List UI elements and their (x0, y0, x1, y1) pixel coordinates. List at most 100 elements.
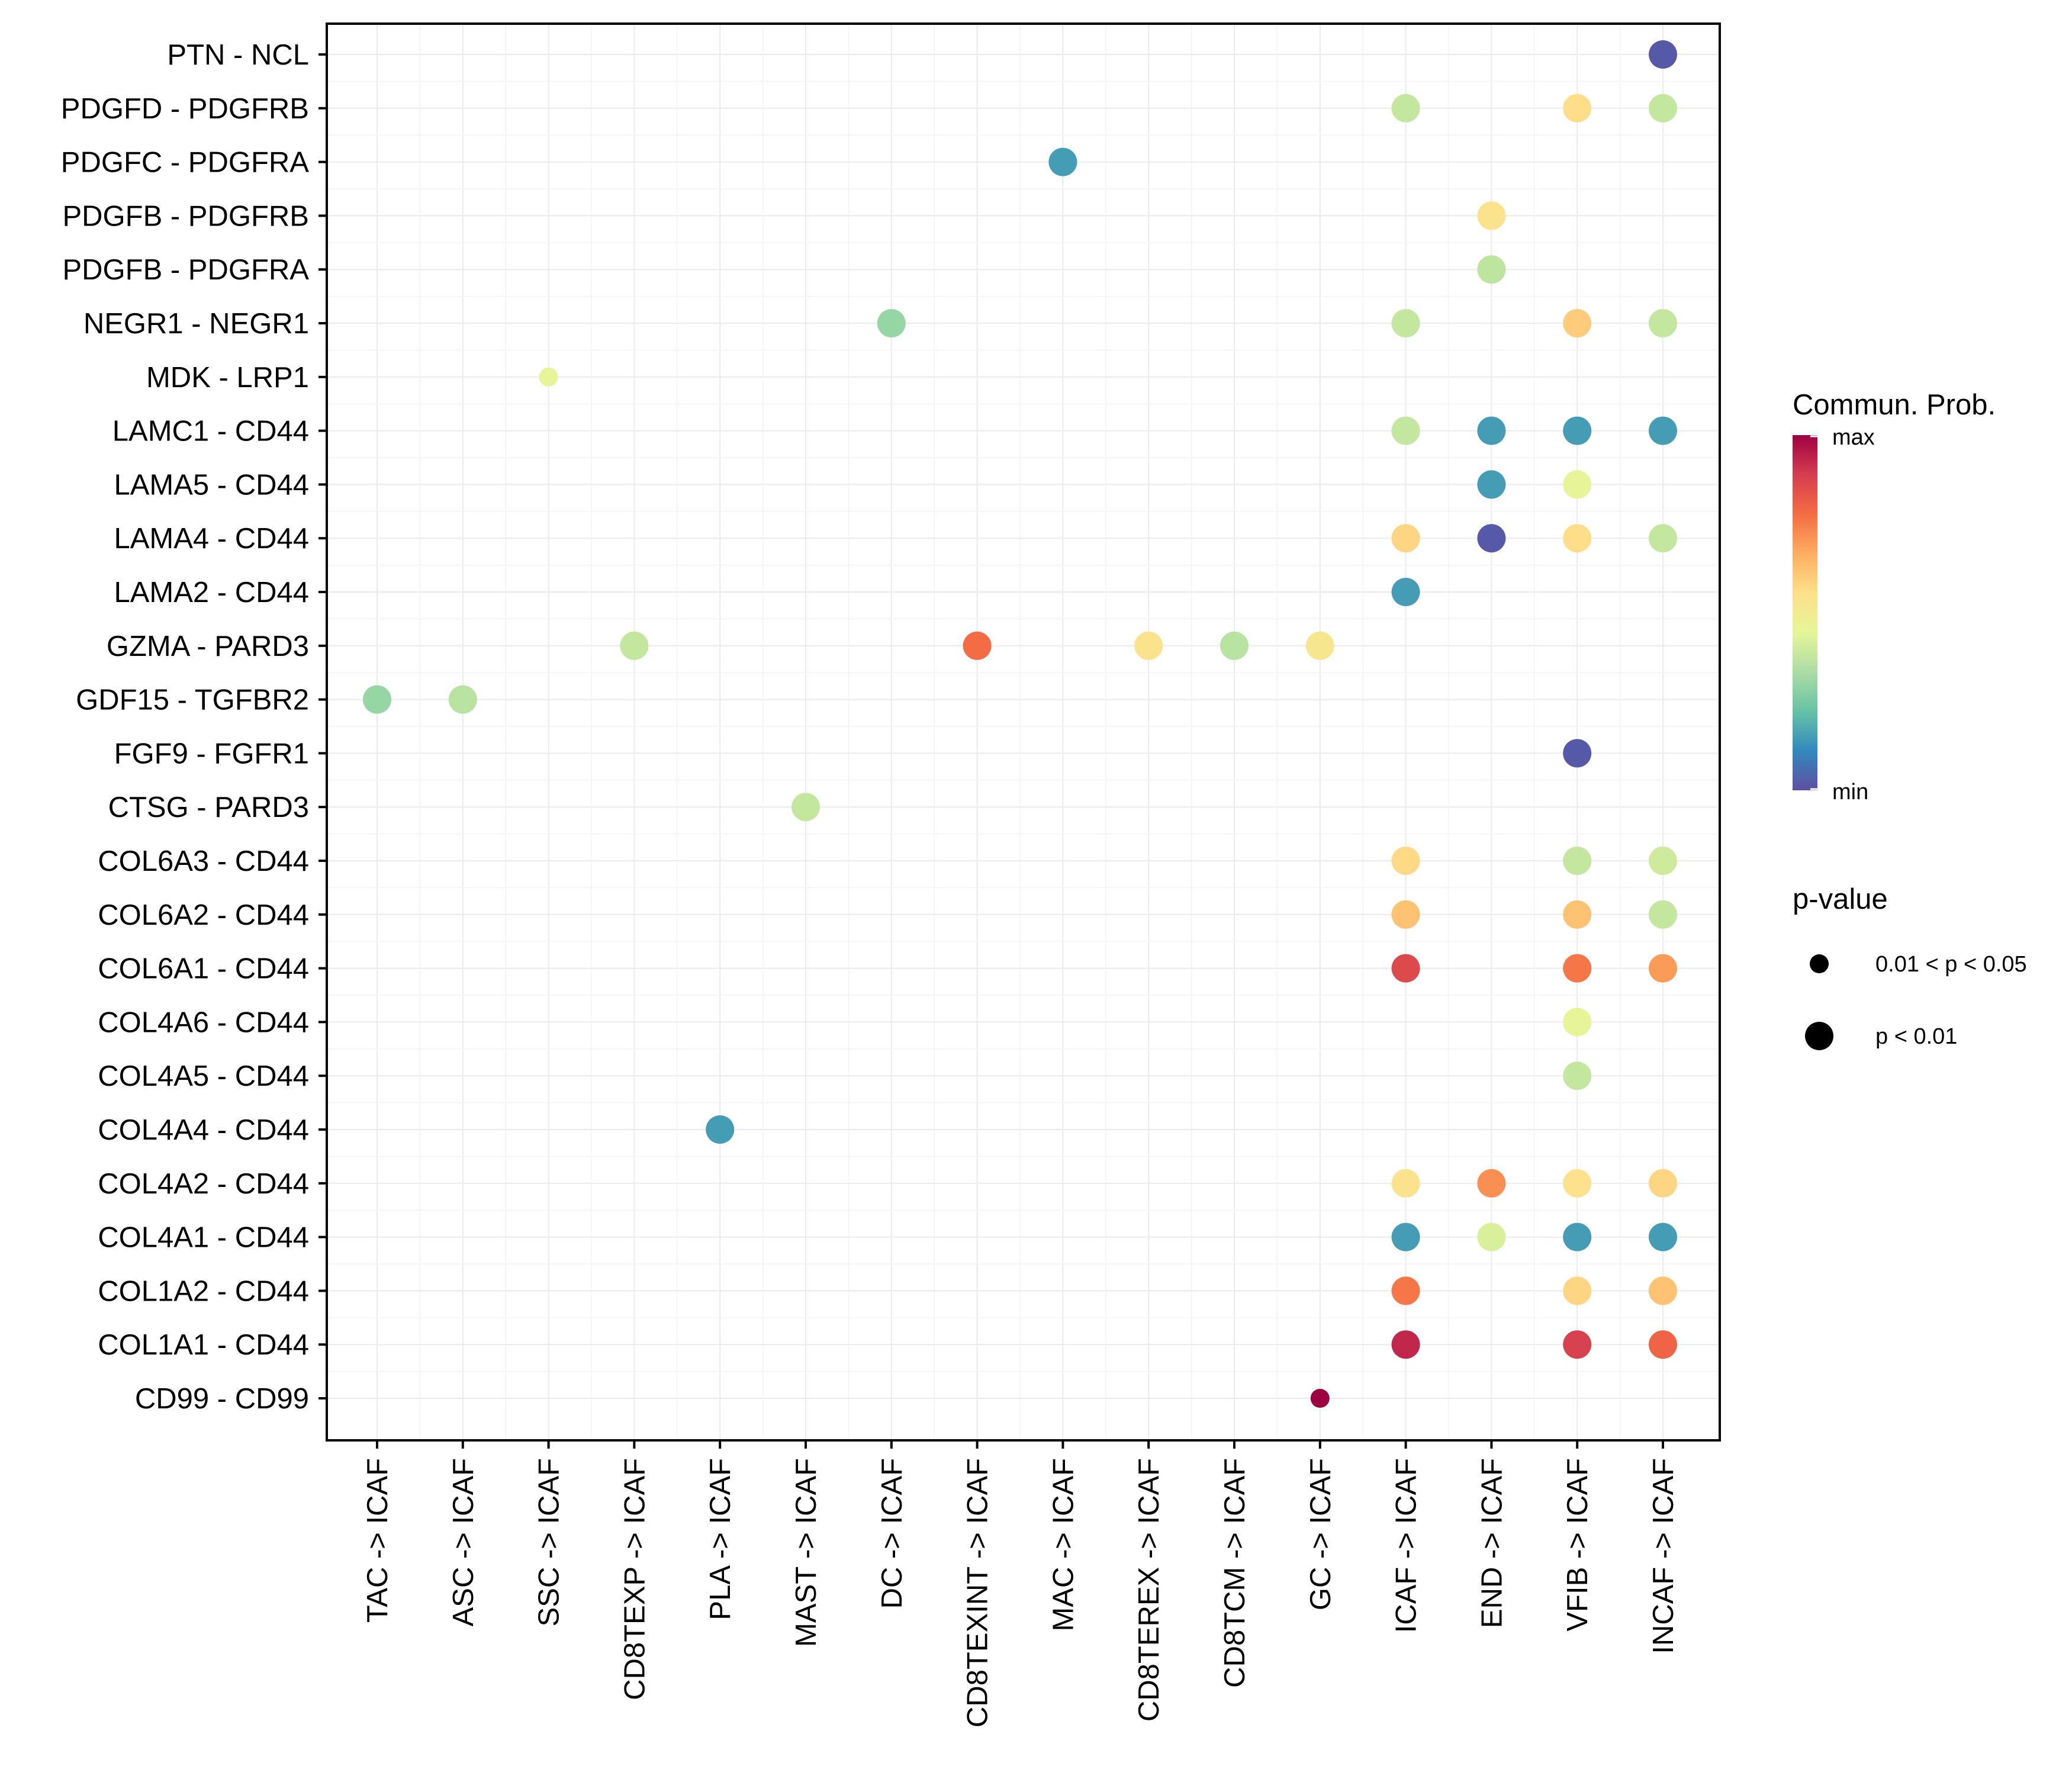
x-tick-label: CD8TEXP -> ICAF (619, 1458, 651, 1700)
data-point (1563, 416, 1592, 445)
data-point (1391, 309, 1420, 337)
data-point (448, 685, 477, 714)
data-point (1477, 416, 1506, 445)
x-tick-label: ASC -> ICAF (448, 1458, 480, 1627)
data-point (1477, 201, 1506, 230)
x-tick-label: CD8TEXINT -> ICAF (962, 1458, 994, 1727)
data-point (706, 1115, 735, 1144)
y-tick-label: COL6A2 - CD44 (98, 899, 309, 931)
data-point (1391, 900, 1420, 929)
y-tick-label: COL1A1 - CD44 (98, 1329, 309, 1361)
data-point (1391, 94, 1420, 123)
data-point (1477, 255, 1506, 284)
data-point (877, 309, 906, 337)
data-point (963, 631, 992, 660)
data-point (1563, 524, 1592, 553)
data-point (1310, 1389, 1330, 1408)
data-point (1391, 1330, 1420, 1359)
data-point (1134, 631, 1163, 660)
y-tick-label: GZMA - PARD3 (107, 630, 309, 662)
y-tick-label: CD99 - CD99 (135, 1383, 309, 1415)
data-point (1305, 631, 1334, 660)
data-point (1649, 94, 1677, 123)
data-point (1649, 847, 1677, 875)
x-tick-label: DC -> ICAF (876, 1458, 908, 1609)
data-point (1563, 847, 1592, 875)
y-tick-label: PDGFB - PDGFRB (62, 200, 309, 232)
x-tick-label: END -> ICAF (1476, 1458, 1508, 1628)
size-legend-large-label: p < 0.01 (1875, 1024, 1957, 1049)
data-point (1649, 416, 1677, 445)
y-tick-label: NEGR1 - NEGR1 (83, 308, 309, 340)
x-tick-label: CD8TCM -> ICAF (1219, 1458, 1251, 1688)
y-tick-label: COL1A2 - CD44 (98, 1275, 309, 1307)
data-point (1477, 470, 1506, 499)
y-tick-label: LAMC1 - CD44 (112, 416, 309, 448)
data-point (1649, 40, 1677, 69)
data-point (539, 367, 558, 387)
data-point (1563, 94, 1592, 123)
y-tick-label: COL4A2 - CD44 (98, 1168, 309, 1200)
y-tick-label: COL6A3 - CD44 (98, 845, 309, 877)
data-point (1563, 900, 1592, 929)
x-tick-label: INCAF -> ICAF (1648, 1458, 1680, 1654)
x-tick-label: VFIB -> ICAF (1562, 1458, 1594, 1632)
size-legend: p-value 0.01 < p < 0.05 p < 0.01 (1793, 883, 2027, 1050)
y-tick-label: CTSG - PARD3 (108, 792, 309, 823)
color-legend: Commun. Prob. max min (1793, 389, 1996, 805)
size-legend-small-dot (1810, 954, 1829, 973)
x-tick-label: GC -> ICAF (1305, 1458, 1337, 1610)
x-tick-label: SSC -> ICAF (533, 1458, 565, 1627)
data-point (1649, 1330, 1677, 1359)
data-point (1563, 1276, 1592, 1305)
x-tick-label: ICAF -> ICAF (1391, 1458, 1423, 1633)
data-point (1391, 1276, 1420, 1305)
data-point (1220, 631, 1249, 660)
data-point (1391, 1222, 1420, 1251)
data-point (792, 793, 820, 822)
data-point (1048, 147, 1077, 176)
data-point (1563, 1061, 1592, 1090)
data-point (1563, 309, 1592, 337)
data-point (1563, 954, 1592, 983)
y-tick-label: COL4A5 - CD44 (98, 1060, 309, 1092)
y-axis-labels: PTN - NCL PDGFD - PDGFRB PDGFC - PDGFRA PDG… (61, 39, 310, 1415)
data-point (1391, 416, 1420, 445)
data-point (1649, 954, 1677, 983)
data-point (620, 631, 649, 660)
data-point (1649, 309, 1677, 337)
data-point (363, 685, 391, 714)
y-tick-label: LAMA4 - CD44 (114, 523, 309, 555)
data-point (1391, 1169, 1420, 1198)
data-point (1391, 524, 1420, 553)
y-tick-label: PTN - NCL (167, 39, 309, 71)
y-tick-label: PDGFB - PDGFRA (62, 254, 309, 286)
y-tick-label: COL4A6 - CD44 (98, 1006, 309, 1038)
y-tick-label: COL4A1 - CD44 (98, 1222, 309, 1254)
y-tick-label: COL4A4 - CD44 (98, 1114, 309, 1146)
data-point (1563, 1222, 1592, 1251)
data-point (1649, 524, 1677, 553)
color-legend-min-label: min (1832, 780, 1868, 805)
data-point (1563, 739, 1592, 768)
data-point (1477, 524, 1506, 553)
data-point (1563, 1330, 1592, 1359)
x-tick-label: CD8TEREX -> ICAF (1133, 1458, 1165, 1722)
y-tick-label: LAMA5 - CD44 (114, 469, 309, 501)
color-legend-max-label: max (1832, 425, 1875, 450)
axis-ticks (318, 53, 1664, 1449)
data-point (1391, 578, 1420, 606)
data-point (1649, 900, 1677, 929)
y-tick-label: MDK - LRP1 (146, 362, 309, 394)
data-point (1649, 1169, 1677, 1198)
data-point (1563, 470, 1592, 499)
data-point (1649, 1222, 1677, 1251)
size-legend-small-label: 0.01 < p < 0.05 (1875, 952, 2027, 977)
data-point (1477, 1222, 1506, 1251)
grid-lines (327, 24, 1720, 1440)
color-legend-title: Commun. Prob. (1793, 389, 1996, 421)
x-tick-label: MAST -> ICAF (790, 1458, 822, 1647)
data-point (1649, 1276, 1677, 1305)
data-point (1391, 847, 1420, 875)
